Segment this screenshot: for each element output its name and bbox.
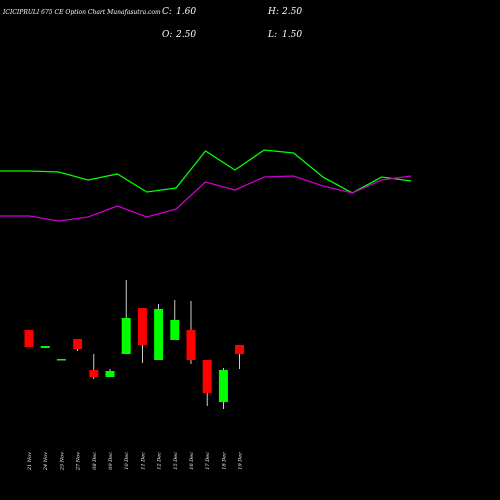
date-tick-label: 25 Nov xyxy=(59,452,65,471)
candle-body xyxy=(40,346,50,348)
candle-12 xyxy=(218,368,228,409)
date-tick-label: 08 Dec xyxy=(92,452,98,470)
date-tick-label: 09 Dec xyxy=(108,452,114,470)
candle-body xyxy=(89,370,99,377)
lower-line xyxy=(0,175,412,222)
candle-body xyxy=(73,339,83,349)
upper-line xyxy=(0,149,412,194)
low-value: 1.50 xyxy=(282,30,302,40)
date-tick-label: 19 Dec xyxy=(238,452,244,470)
chart-title: ICICIPRULI 675 CE Option Chart Munafasut… xyxy=(2,9,161,16)
candle-9 xyxy=(170,300,180,340)
candle-4 xyxy=(89,354,99,379)
date-tick-label: 24 Nov xyxy=(43,452,49,471)
candle-body xyxy=(137,308,147,345)
open-label: O: xyxy=(162,30,172,40)
candle-13 xyxy=(235,345,245,369)
low-label: L: xyxy=(267,30,277,40)
candle-1 xyxy=(40,346,50,348)
candlesticks xyxy=(24,280,245,409)
high-value: 2.50 xyxy=(281,7,302,17)
overlay-lines xyxy=(0,149,412,222)
candle-6 xyxy=(121,280,131,354)
date-tick-label: 15 Dec xyxy=(173,452,179,470)
candle-7 xyxy=(137,308,147,363)
open-value: 2.50 xyxy=(175,30,196,40)
candle-body xyxy=(202,360,212,393)
low-readout: L: 1.50 xyxy=(267,30,302,40)
date-tick-label: 16 Dec xyxy=(189,452,195,470)
candle-body xyxy=(154,309,164,360)
close-value: 1.60 xyxy=(176,7,196,17)
candle-11 xyxy=(202,360,212,406)
date-tick-label: 27 Nov xyxy=(76,452,82,471)
close-label: C: xyxy=(162,7,172,17)
candle-body xyxy=(56,359,66,361)
candle-8 xyxy=(154,304,164,360)
candle-body xyxy=(24,330,34,347)
date-tick-label: 21 Nov xyxy=(27,452,33,471)
date-tick-label: 18 Dec xyxy=(221,452,227,470)
candle-body xyxy=(235,345,245,354)
close-readout: C: 1.60 xyxy=(162,7,196,17)
ohlc-readout: C: 1.60 H: 2.50 O: 2.50 L: 1.50 xyxy=(162,7,302,40)
candle-3 xyxy=(73,339,83,351)
candle-body xyxy=(105,371,115,377)
candle-body xyxy=(170,320,180,340)
candle-body xyxy=(186,330,196,360)
candle-10 xyxy=(186,301,196,364)
date-tick-label: 17 Dec xyxy=(205,452,211,470)
date-tick-label: 12 Dec xyxy=(157,452,163,470)
candle-5 xyxy=(105,369,115,377)
date-tick-label: 10 Dec xyxy=(124,452,130,470)
date-tick-label: 11 Dec xyxy=(140,452,146,470)
candle-2 xyxy=(56,359,66,361)
date-axis: 21 Nov 24 Nov 25 Nov 27 Nov 08 Dec 09 Dec 10 D… xyxy=(27,452,244,471)
open-readout: O: 2.50 xyxy=(162,30,196,40)
high-readout: H: 2.50 xyxy=(267,7,302,17)
candle-0 xyxy=(24,330,34,347)
high-label: H: xyxy=(267,7,279,17)
candle-body xyxy=(121,318,131,354)
candle-body xyxy=(218,370,228,402)
